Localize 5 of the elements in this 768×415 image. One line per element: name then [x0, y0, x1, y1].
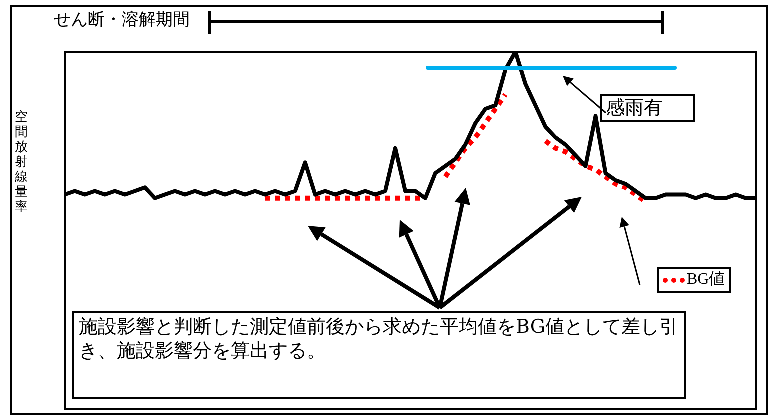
y-axis-title: 空間放射線量率 [15, 110, 29, 215]
legend-label: BG値 [657, 267, 732, 293]
annotation: 感雨有 [600, 94, 695, 122]
text: せん断・溶解期間 [54, 9, 190, 31]
annotation: 施設影響と判断した測定値前後から求めた平均値をBG値として差し引き、施設影響分を算出する。 [72, 311, 686, 399]
